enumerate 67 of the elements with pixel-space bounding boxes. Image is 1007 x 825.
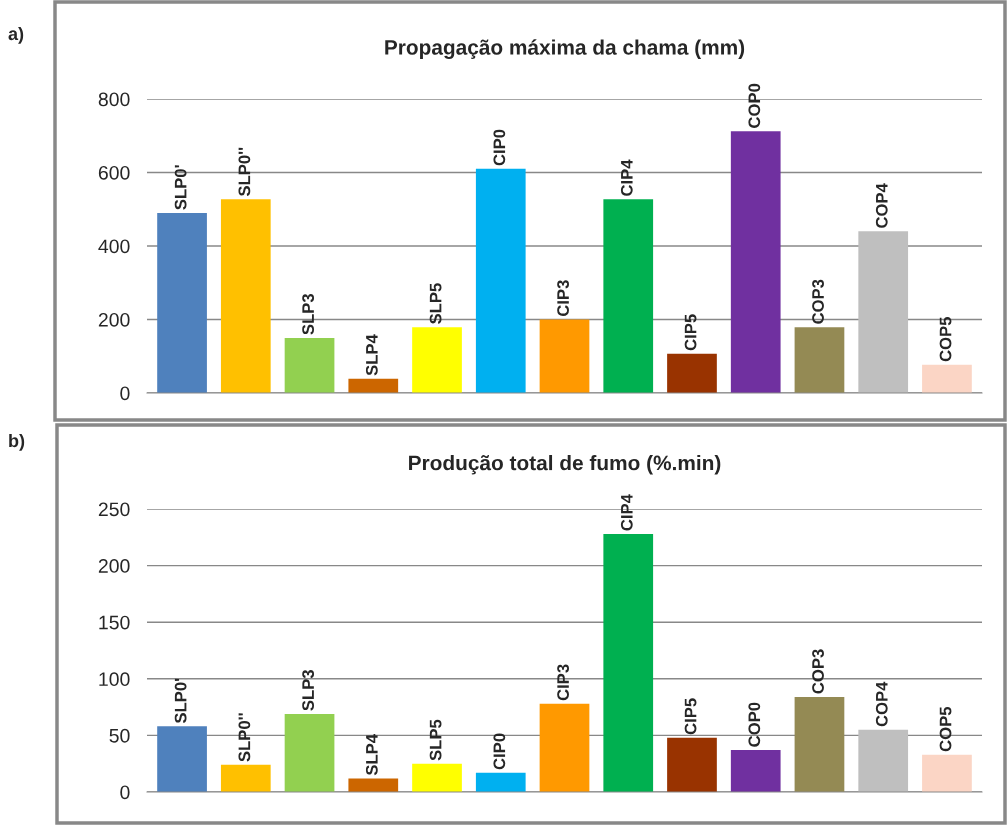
bar [412, 327, 462, 393]
chart-title: Produção total de fumo (%.min) [409, 455, 721, 475]
bar [157, 726, 207, 792]
x-tick-label: CIP3 [557, 280, 569, 317]
y-tick-label: 50 [109, 728, 130, 743]
bar [412, 763, 462, 792]
x-tick-label: SLP4 [365, 334, 378, 376]
bar [157, 212, 207, 393]
y-tick-label: 800 [98, 92, 130, 107]
bar [603, 199, 654, 393]
x-tick-label: CIP3 [557, 664, 569, 701]
x-tick-label: COP5 [939, 706, 952, 752]
text: a) [8, 26, 24, 44]
bar [922, 754, 972, 792]
bar [858, 729, 909, 792]
x-tick-label: SLP0'' [238, 147, 251, 197]
x-tick-label: CIP0 [493, 129, 506, 166]
x-tick-label: CIP5 [684, 314, 697, 351]
x-tick-label: CIP4 [620, 494, 633, 531]
bar [794, 696, 845, 792]
y-tick-label: 600 [98, 165, 130, 180]
x-tick-label: SLP5 [429, 719, 442, 761]
y-tick-label: 200 [98, 559, 130, 573]
text: b) [9, 433, 25, 451]
bar [284, 713, 335, 792]
x-tick-label: SLP5 [429, 283, 442, 324]
y-tick-label: 250 [98, 502, 130, 517]
x-tick-label: CIP5 [684, 698, 697, 735]
bar [348, 778, 399, 792]
bar [220, 199, 271, 393]
x-tick-label: SLP0' [174, 678, 187, 724]
bar [348, 378, 399, 393]
x-tick-label: COP0 [748, 702, 761, 747]
x-tick-label: SLP3 [302, 670, 315, 711]
bar [858, 231, 909, 393]
x-tick-label: SLP0' [174, 165, 187, 210]
x-tick-label: SLP4 [365, 734, 378, 776]
y-tick-label: 0 [120, 785, 130, 800]
x-tick-label: CIP4 [620, 159, 633, 196]
y-tick-label: 200 [98, 312, 130, 327]
y-tick-label: 0 [120, 386, 130, 401]
x-tick-label: COP3 [812, 279, 824, 324]
x-tick-label: SLP3 [302, 294, 315, 335]
bar [730, 750, 781, 792]
bar [794, 327, 845, 393]
bar [922, 364, 972, 393]
y-tick-label: 400 [98, 239, 130, 254]
chart-title: Propagação máxima da chama (mm) [385, 39, 745, 59]
bar [667, 737, 717, 792]
x-tick-label: COP3 [812, 649, 824, 694]
bar [284, 337, 335, 393]
y-tick-label: 150 [99, 615, 130, 630]
x-tick-label: CIP0 [493, 733, 506, 770]
bar [603, 533, 654, 792]
bar [667, 353, 717, 393]
bar [539, 703, 590, 792]
bar [475, 168, 526, 393]
x-tick-label: COP5 [939, 317, 952, 362]
bar [475, 772, 526, 792]
bar [220, 764, 271, 792]
x-tick-label: SLP0'' [238, 713, 251, 762]
bar [539, 319, 590, 393]
x-tick-label: COP4 [875, 183, 888, 228]
y-tick-label: 100 [99, 672, 130, 687]
bar [730, 131, 781, 393]
x-tick-label: COP0 [748, 83, 761, 128]
x-tick-label: COP4 [875, 681, 888, 727]
